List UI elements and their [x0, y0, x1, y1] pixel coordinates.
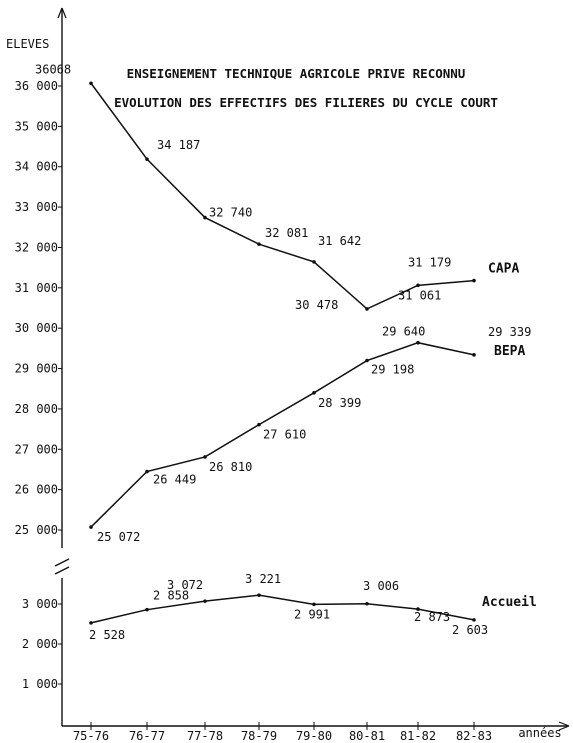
data-label: 2 528: [89, 628, 125, 642]
data-label: 29 339: [488, 325, 531, 339]
data-label: 30 478: [295, 298, 338, 312]
data-label: 27 610: [263, 428, 306, 442]
data-label: 32 740: [209, 206, 252, 220]
data-point: [145, 607, 149, 612]
series-line-bepa: [90, 341, 475, 528]
x-axis-arrow: [558, 721, 570, 731]
chart-axes: ELEVES 36 000 35 000 34 000 33 000 32 000 31 0…: [6, 7, 570, 743]
data-point: [416, 607, 420, 611]
chart-subtitle: EVOLUTION DES EFFECTIFS DES FILIERES DU …: [114, 95, 498, 110]
y-tick-label: 28 000: [15, 402, 58, 416]
data-label: 2 603: [452, 623, 488, 637]
y-tick-label: 1 000: [22, 677, 58, 691]
data-label: 34 187: [157, 138, 200, 152]
data-label: 29 198: [371, 363, 414, 377]
y-tick-label: 3 000: [22, 597, 58, 611]
data-point: [472, 353, 476, 357]
data-label: 3 006: [363, 579, 399, 593]
data-point: [472, 618, 476, 622]
data-label: 36068: [35, 62, 71, 76]
data-label: 25 072: [97, 530, 140, 544]
data-point: [416, 340, 420, 345]
data-point: [365, 358, 369, 363]
data-point: [365, 601, 369, 606]
y-tick-label: 29 000: [15, 362, 58, 376]
y-tick-label: 33 000: [15, 200, 58, 214]
series-capa: 36068 34 187 32 740 32 081 31 642 30 478 31 06…: [35, 62, 519, 312]
y-tick-label: 31 000: [15, 281, 58, 295]
y-tick-label: 2 000: [22, 637, 58, 651]
axis-break-mark: [54, 558, 70, 567]
y-tick-label: 30 000: [15, 321, 58, 335]
axis-break-mark: [54, 566, 70, 575]
data-point: [89, 621, 93, 625]
data-label: 31 179: [408, 256, 451, 270]
data-point: [203, 215, 207, 220]
series-line-capa: [90, 82, 475, 310]
x-axis-label: années: [518, 726, 561, 740]
y-tick-label: 32 000: [15, 240, 58, 254]
data-label: 31 642: [318, 234, 361, 248]
x-tick-label: 82-83: [456, 729, 492, 743]
y-tick-label: 26 000: [15, 483, 58, 497]
data-point: [145, 469, 149, 474]
data-point: [145, 157, 149, 161]
data-point: [416, 283, 420, 288]
data-label: 28 399: [318, 396, 361, 410]
data-point: [89, 81, 93, 86]
data-label: 31 061: [398, 288, 441, 302]
y-tick-label: 36 000: [15, 79, 58, 93]
series-name-label: BEPA: [494, 344, 525, 359]
x-tick-label: 81-82: [400, 729, 436, 743]
data-label: 2 873: [414, 610, 450, 624]
data-label: 26 810: [209, 460, 252, 474]
data-point: [312, 260, 316, 264]
data-point: [312, 391, 316, 395]
data-point: [203, 599, 207, 603]
data-point: [365, 307, 369, 311]
x-tick-label: 78-79: [241, 729, 277, 743]
chart-title: ENSEIGNEMENT TECHNIQUE AGRICOLE PRIVE RE…: [127, 66, 466, 81]
series-name-label: Accueil: [482, 595, 537, 610]
chart-series: 36068 34 187 32 740 32 081 31 642 30 478 31 06…: [35, 62, 537, 642]
data-label: 2 991: [294, 607, 330, 621]
data-label: 29 640: [382, 325, 425, 339]
data-point: [472, 278, 476, 283]
y-tick-label: 34 000: [15, 160, 58, 174]
data-point: [89, 525, 93, 529]
y-tick-label: 25 000: [15, 523, 58, 537]
series-bepa: 25 072 26 449 26 810 27 610 28 399 29 198 29 6…: [89, 325, 531, 544]
x-tick-label: 76-77: [129, 729, 165, 743]
data-label: 3 221: [245, 572, 281, 586]
series-name-label: CAPA: [488, 262, 519, 277]
data-point: [257, 422, 261, 427]
series-line-accueil: [90, 594, 475, 624]
x-tick-label: 80-81: [349, 729, 385, 743]
data-label: 3 072: [167, 578, 203, 592]
chart-titles: ENSEIGNEMENT TECHNIQUE AGRICOLE PRIVE RE…: [114, 66, 498, 110]
y-axis-arrow: [57, 7, 67, 19]
data-label: 32 081: [265, 226, 308, 240]
data-point: [257, 242, 261, 246]
data-point: [203, 455, 207, 459]
data-label: 26 449: [153, 473, 196, 487]
y-tick-label: 35 000: [15, 119, 58, 133]
y-tick-label: 27 000: [15, 442, 58, 456]
x-tick-label: 75-76: [73, 729, 109, 743]
x-tick-label: 79-80: [296, 729, 332, 743]
y-axis-label: ELEVES: [6, 37, 49, 51]
data-point: [257, 593, 261, 597]
x-tick-label: 77-78: [187, 729, 223, 743]
data-point: [312, 602, 316, 607]
data-label: 2 858: [153, 589, 189, 603]
